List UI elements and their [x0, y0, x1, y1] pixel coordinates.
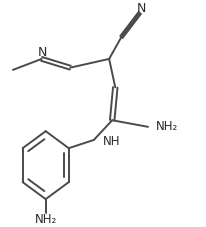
Text: N: N — [137, 2, 146, 15]
Text: N: N — [38, 46, 47, 59]
Text: NH: NH — [102, 135, 120, 148]
Text: NH₂: NH₂ — [35, 213, 57, 226]
Text: NH₂: NH₂ — [156, 120, 178, 133]
